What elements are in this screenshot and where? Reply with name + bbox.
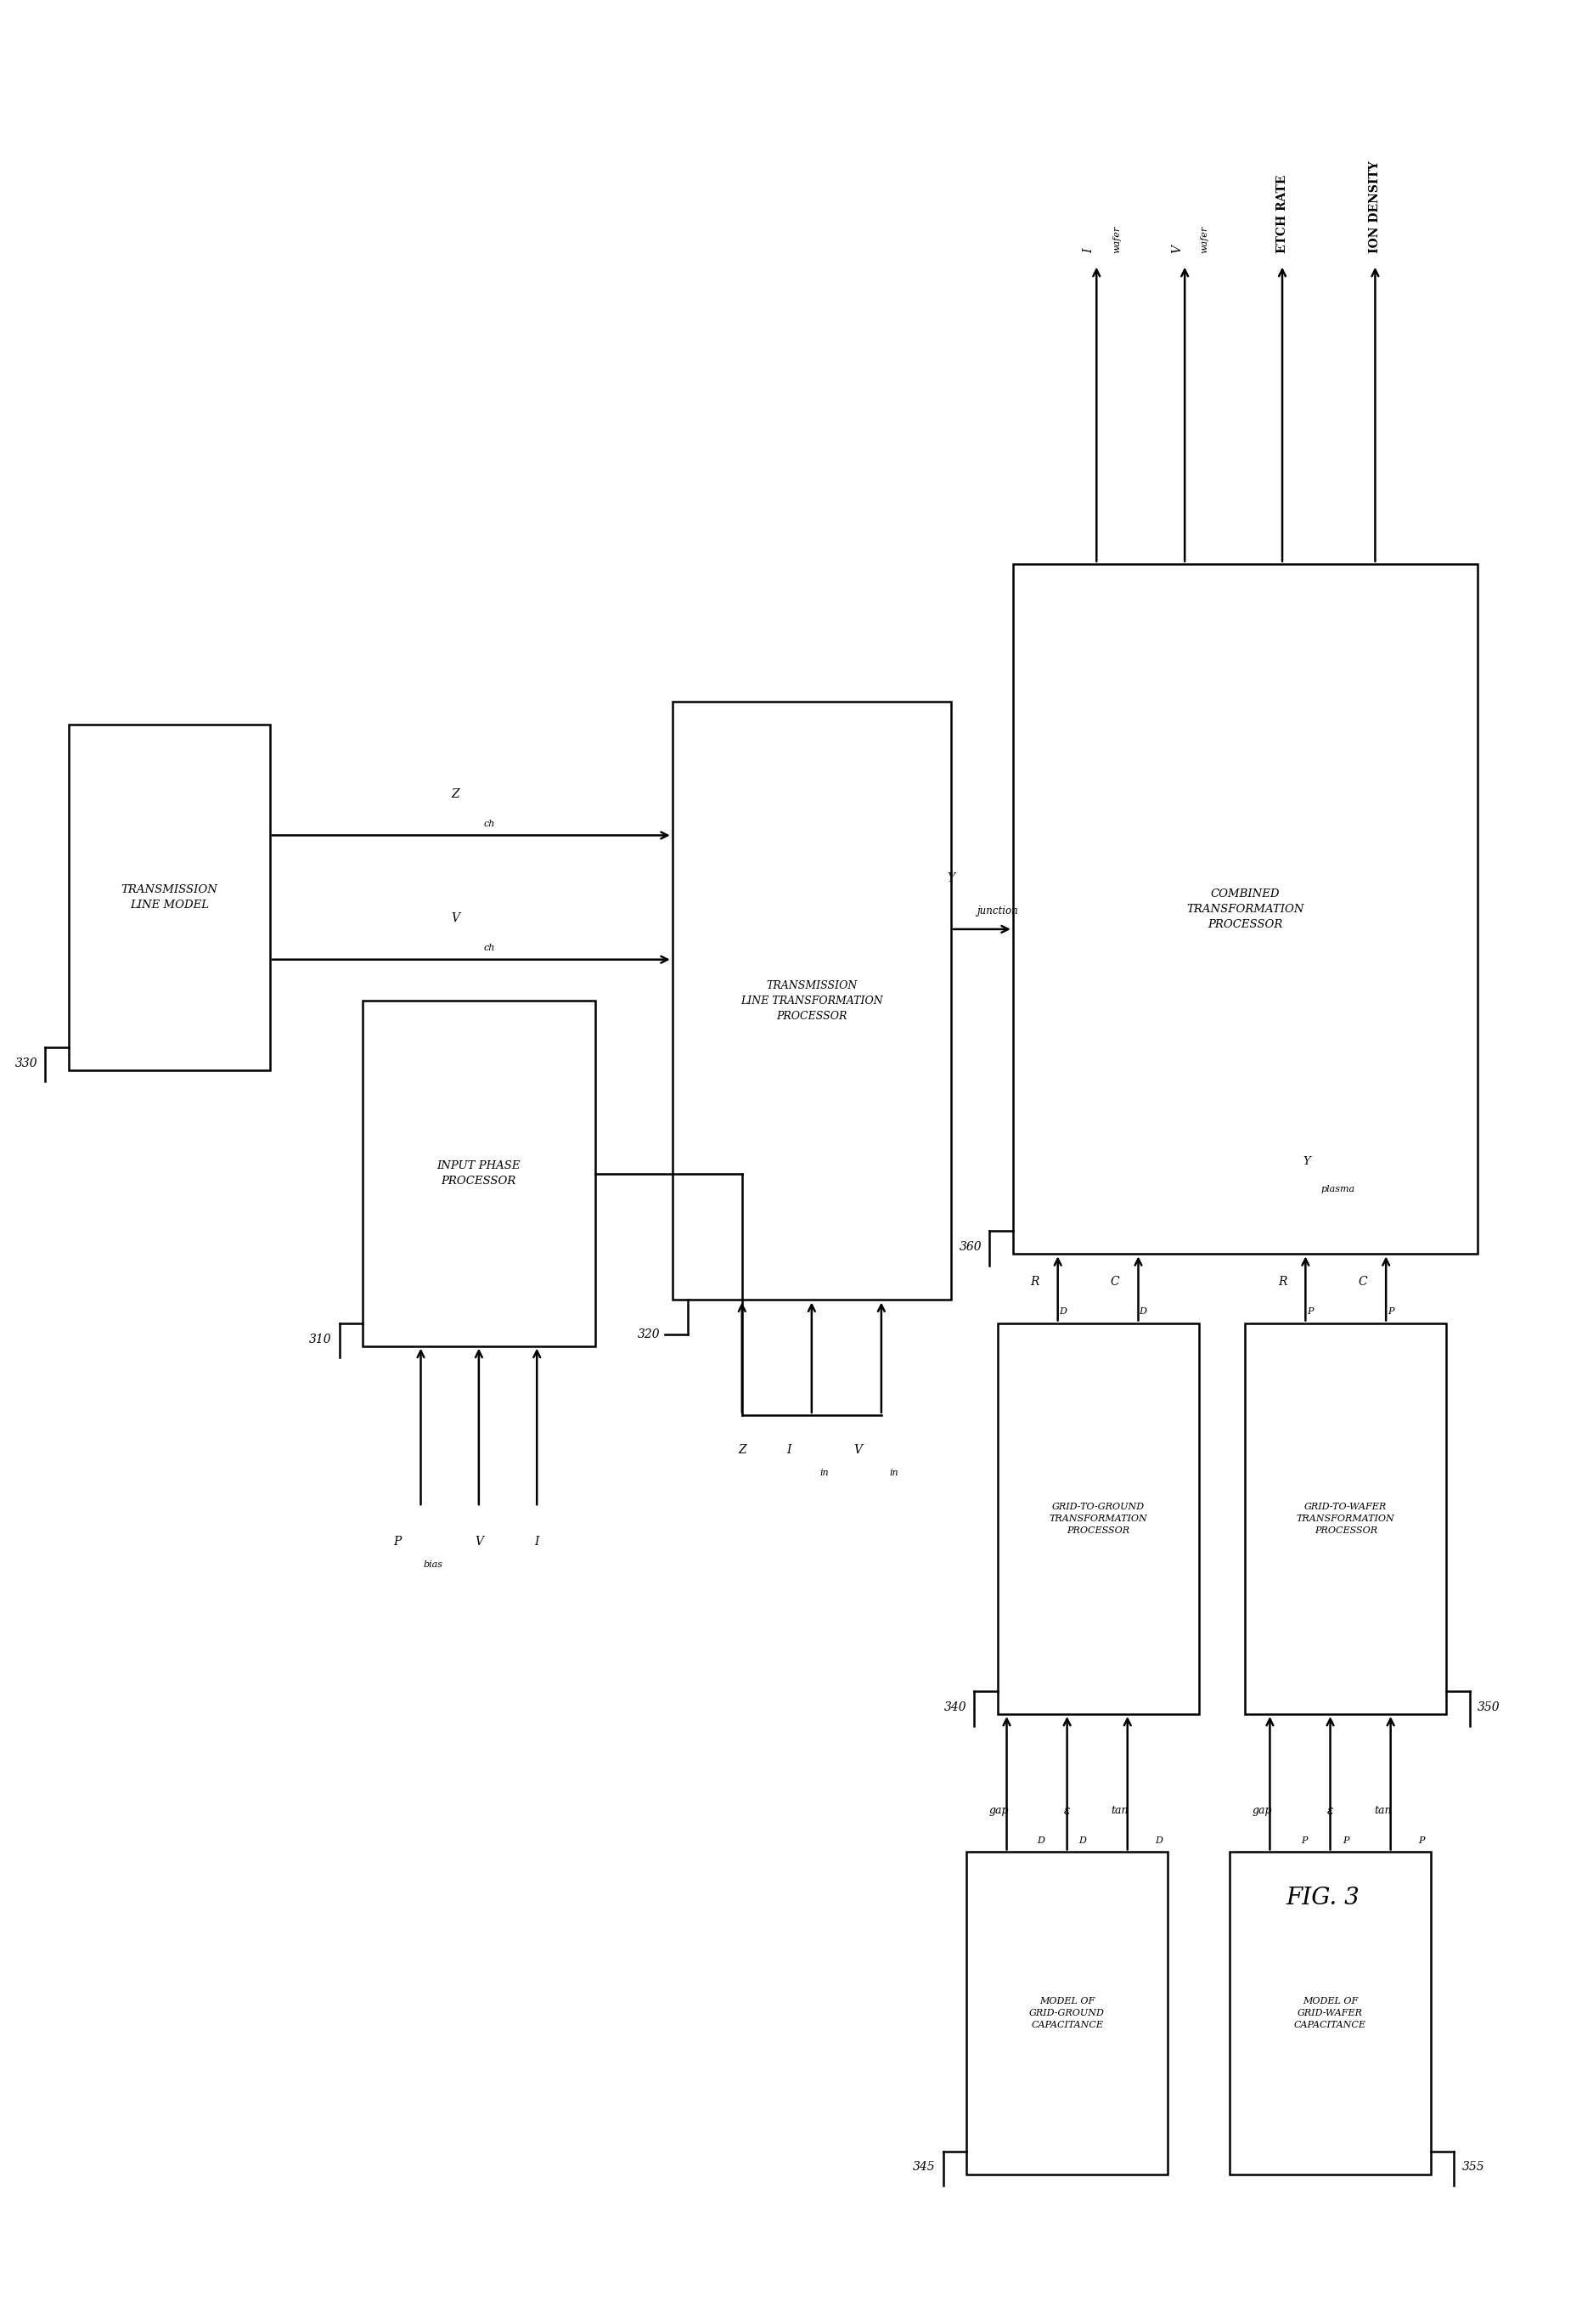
Text: 330: 330 [14,1057,38,1069]
Bar [362,1002,595,1346]
Text: Z: Z [451,788,460,799]
Text: wafer: wafer [1112,225,1122,253]
Text: D: D [1079,1836,1087,1845]
Text: I: I [786,1443,791,1455]
Text: V: V [451,913,460,925]
Text: gap: gap [989,1806,1009,1817]
Text: junction: junction [976,906,1019,916]
Text: C: C [1359,1276,1367,1287]
Bar [1012,565,1478,1255]
Text: P: P [1343,1836,1349,1845]
Text: 345: 345 [913,2161,935,2173]
Text: R: R [1278,1276,1286,1287]
Text: I: I [1082,249,1095,253]
Text: V: V [1171,244,1183,253]
Text: D: D [1139,1308,1147,1315]
Text: in: in [819,1469,829,1476]
Text: 350: 350 [1478,1701,1500,1713]
Text: TRANSMISSION
LINE MODEL: TRANSMISSION LINE MODEL [120,885,218,911]
Text: C: C [1111,1276,1120,1287]
Text: P: P [1419,1836,1425,1845]
Text: MODEL OF
GRID-GROUND
CAPACITANCE: MODEL OF GRID-GROUND CAPACITANCE [1030,1996,1104,2029]
Text: P: P [1387,1308,1394,1315]
Bar [1245,1322,1446,1715]
Text: V: V [854,1443,862,1455]
Text: COMBINED
TRANSFORMATION
PROCESSOR: COMBINED TRANSFORMATION PROCESSOR [1186,888,1304,930]
Text: Y: Y [1304,1157,1311,1167]
Text: GRID-TO-WAFER
TRANSFORMATION
PROCESSOR: GRID-TO-WAFER TRANSFORMATION PROCESSOR [1297,1501,1395,1534]
Text: plasma: plasma [1321,1185,1356,1195]
Text: P: P [1307,1308,1313,1315]
Text: Z: Z [737,1443,747,1455]
Text: in: in [889,1469,899,1476]
Text: ch: ch [484,944,495,953]
Text: INPUT PHASE
PROCESSOR: INPUT PHASE PROCESSOR [437,1160,520,1188]
Text: ε: ε [1065,1806,1071,1817]
Text: ch: ch [484,820,495,827]
Text: tan: tan [1111,1806,1128,1817]
Text: 320: 320 [638,1329,660,1341]
Text: wafer: wafer [1201,225,1209,253]
Bar [1229,1852,1430,2175]
Text: ε: ε [1327,1806,1334,1817]
Text: bias: bias [424,1559,443,1569]
Text: 310: 310 [308,1334,332,1346]
Text: D: D [1058,1308,1066,1315]
Bar [68,725,271,1069]
Text: FIG. 3: FIG. 3 [1286,1887,1359,1910]
Text: TRANSMISSION
LINE TRANSFORMATION
PROCESSOR: TRANSMISSION LINE TRANSFORMATION PROCESS… [740,981,883,1023]
Text: tan: tan [1375,1806,1392,1817]
Text: 340: 340 [944,1701,967,1713]
Text: MODEL OF
GRID-WAFER
CAPACITANCE: MODEL OF GRID-WAFER CAPACITANCE [1294,1996,1367,2029]
Text: Y: Y [948,872,956,885]
Text: GRID-TO-GROUND
TRANSFORMATION
PROCESSOR: GRID-TO-GROUND TRANSFORMATION PROCESSOR [1049,1501,1147,1534]
Text: gap: gap [1253,1806,1272,1817]
Bar [997,1322,1199,1715]
Bar [967,1852,1168,2175]
Text: I: I [535,1536,539,1548]
Text: D: D [1155,1836,1163,1845]
Text: ION DENSITY: ION DENSITY [1368,160,1381,253]
Text: P: P [394,1536,402,1548]
Text: R: R [1030,1276,1039,1287]
Text: P: P [1300,1836,1307,1845]
Text: ETCH RATE: ETCH RATE [1277,174,1288,253]
Bar [672,702,951,1299]
Text: 355: 355 [1462,2161,1484,2173]
Text: 360: 360 [959,1241,982,1253]
Text: V: V [475,1536,483,1548]
Text: D: D [1036,1836,1044,1845]
